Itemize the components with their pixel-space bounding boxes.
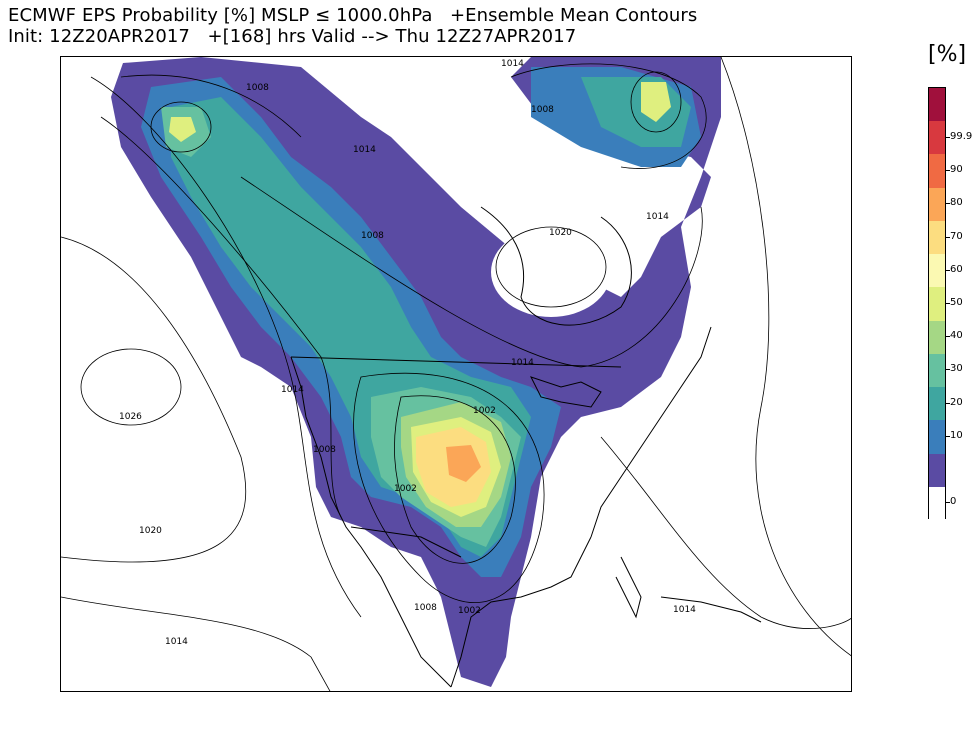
contour-label: 1014	[165, 637, 188, 647]
map-title-line-1: ECMWF EPS Probability [%] MSLP ≤ 1000.0h…	[8, 5, 698, 26]
contour-label: 1026	[119, 412, 142, 422]
colorbar-swatch	[929, 453, 945, 487]
contour-label: 1020	[139, 526, 162, 536]
us-mexico-border	[350, 526, 462, 558]
contour-label: 1002	[394, 484, 417, 494]
colorbar-tick-label: 99.9	[950, 130, 973, 142]
colorbar-tick-label: 60	[950, 263, 963, 275]
coastlines-and-borders	[290, 206, 762, 688]
isobar-1026-pacific	[80, 348, 182, 426]
contour-label: 1008	[313, 445, 336, 455]
colorbar-swatch	[929, 88, 945, 122]
colorbar-tick-label: 40	[950, 330, 963, 342]
great-lakes	[530, 376, 602, 408]
colorbar-swatch	[929, 320, 945, 354]
west-coast	[290, 356, 452, 688]
contour-label: 1008	[361, 231, 384, 241]
contour-label: 1014	[501, 59, 524, 69]
colorbar-swatch	[929, 486, 945, 520]
contour-label: 1002	[473, 406, 496, 416]
colorbar-tick-mark	[946, 269, 950, 271]
isobar-contours	[61, 57, 851, 691]
colorbar-tick-label: 90	[950, 164, 963, 176]
colorbar-swatch	[929, 420, 945, 454]
colorbar-tick-mark	[946, 369, 950, 371]
colorbar-tick-label: 0	[950, 496, 957, 508]
colorbar-tick-label: 30	[950, 363, 963, 375]
contour-label: 1020	[549, 228, 572, 238]
colorbar-tick-label: 50	[950, 297, 963, 308]
colorbar-tick-mark	[946, 435, 950, 437]
colorbar-tick-label: 70	[950, 230, 963, 242]
probability-shading	[111, 57, 721, 687]
contour-label: 1008	[531, 105, 554, 115]
colorbar-swatch	[929, 154, 945, 188]
isobar-1014-west	[90, 76, 362, 618]
isobar-1008-pacific	[100, 116, 342, 518]
colorbar-swatch	[929, 121, 945, 155]
hudson-bay-coast	[480, 206, 632, 326]
isobar-greenland-low	[630, 71, 682, 133]
colorbar-tick-mark	[946, 336, 950, 338]
isobar-1014-pacific	[61, 596, 331, 691]
isobar-1008-alaska	[120, 74, 302, 138]
isobar-1008-greenland	[510, 63, 707, 169]
map-title-line-2: Init: 12Z20APR2017 +[168] hrs Valid --> …	[8, 26, 577, 47]
contour-label: 1008	[246, 83, 269, 93]
map-panel: 1008 1014 1014 1008 1008 1014 1020 1014 …	[60, 56, 852, 692]
isobar-1008-central	[353, 372, 545, 603]
isobar-1002-central	[394, 395, 516, 564]
contour-label: 1014	[353, 145, 376, 155]
isobar-alaska-low	[150, 101, 212, 153]
map-canvas: 1008 1014 1014 1008 1008 1014 1020 1014 …	[61, 57, 851, 691]
contour-label: 1014	[281, 385, 304, 395]
shade-80-percent	[446, 445, 481, 482]
colorbar	[928, 87, 946, 520]
isobar-1014-atlantic	[720, 57, 851, 657]
colorbar-tick-mark	[946, 203, 950, 205]
contour-label: 1014	[673, 605, 696, 615]
contour-label: 1014	[511, 358, 534, 368]
colorbar-tick-label: 80	[950, 197, 963, 209]
colorbar-swatch	[929, 387, 945, 421]
colorbar-swatch	[929, 287, 945, 321]
isobar-1014-east	[600, 436, 851, 629]
colorbar-tick-label: 20	[950, 396, 963, 408]
contour-labels: 1008 1014 1014 1008 1008 1014 1020 1014 …	[119, 59, 696, 647]
colorbar-swatch	[929, 187, 945, 221]
cuba	[660, 596, 762, 623]
colorbar-tick-mark	[946, 303, 950, 304]
colorbar-swatch	[929, 353, 945, 388]
contour-label: 1008	[414, 603, 437, 613]
colorbar-swatch	[929, 254, 945, 288]
isobar-1020-pacific	[61, 236, 247, 563]
colorbar-tick-label: 10	[950, 429, 963, 441]
colorbar-tick-mark	[946, 402, 950, 404]
colorbar-swatch	[929, 220, 945, 255]
colorbar-title: [%]	[928, 42, 967, 67]
shade-50-percent-alaska	[169, 117, 196, 142]
colorbar-tick-mark	[946, 170, 950, 172]
isobar-1014-north	[240, 176, 703, 368]
shade-50-percent-greenland	[641, 82, 671, 122]
florida	[615, 556, 642, 619]
east-coast	[590, 326, 712, 538]
contour-label: 1014	[646, 212, 669, 222]
us-canada-border	[290, 356, 622, 368]
high-pressure-hudson-bay	[491, 227, 611, 317]
isobar-1020-hudson	[495, 226, 607, 308]
contour-label: 1002	[458, 606, 481, 616]
colorbar-tick-mark	[946, 236, 950, 238]
colorbar-tick-mark	[946, 136, 950, 138]
gulf-coast	[450, 536, 592, 688]
colorbar-tick-mark	[946, 502, 950, 504]
